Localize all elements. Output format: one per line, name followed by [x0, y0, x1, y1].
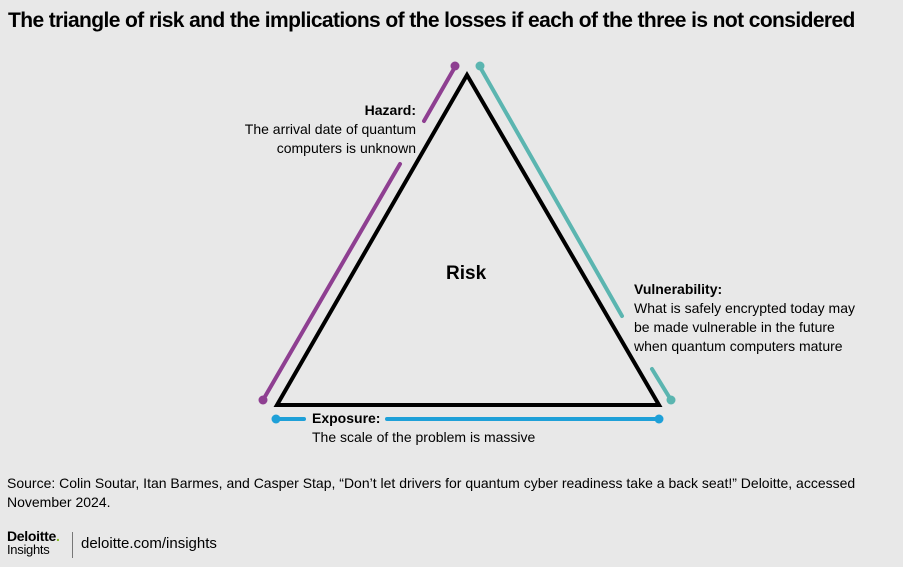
- vulnerability-heading: Vulnerability:: [634, 281, 723, 297]
- source-line-1: Source: Colin Soutar, Itan Barmes, and C…: [7, 475, 856, 491]
- hazard-label: Hazard: The arrival date of quantum comp…: [232, 101, 416, 158]
- risk-center-label: Risk: [446, 263, 487, 284]
- logo-dot: .: [55, 528, 60, 544]
- deloitte-insights-logo: Deloitte. Insights: [7, 529, 60, 556]
- hazard-text-line-2: computers is unknown: [276, 140, 416, 156]
- footer-url[interactable]: deloitte.com/insights: [81, 535, 217, 552]
- hazard-text-line-1: The arrival date of quantum: [244, 121, 416, 137]
- hazard-side-line: [261, 65, 457, 402]
- vulnerability-endpoint-top: [475, 61, 485, 71]
- vulnerability-text-line-2: be made vulnerable in the future: [634, 319, 835, 335]
- hazard-endpoint-bottom: [258, 395, 268, 405]
- exposure-endpoint-left: [271, 414, 281, 424]
- exposure-text-line-1: The scale of the problem is massive: [312, 429, 536, 445]
- logo-wordmark: Deloitte: [7, 528, 56, 544]
- exposure-heading: Exposure:: [312, 410, 381, 426]
- vulnerability-text-line-3: when quantum computers mature: [634, 338, 843, 354]
- source-note: Source: Colin Soutar, Itan Barmes, and C…: [7, 474, 887, 512]
- exposure-label: Exposure: The scale of the problem is ma…: [312, 409, 572, 447]
- hazard-endpoint-top: [450, 61, 460, 71]
- risk-triangle: [273, 71, 663, 407]
- logo-subtitle: Insights: [7, 542, 50, 557]
- footer-divider: [72, 532, 73, 558]
- page-title: The triangle of risk and the implication…: [8, 9, 855, 32]
- vulnerability-endpoint-bottom: [666, 395, 676, 405]
- vulnerability-text-line-1: What is safely encrypted today may: [634, 300, 855, 316]
- vulnerability-label: Vulnerability: What is safely encrypted …: [634, 280, 894, 356]
- source-line-2: November 2024.: [7, 494, 111, 510]
- vulnerability-side-line: [478, 65, 673, 402]
- hazard-heading: Hazard:: [364, 102, 416, 118]
- exposure-endpoint-right: [654, 414, 664, 424]
